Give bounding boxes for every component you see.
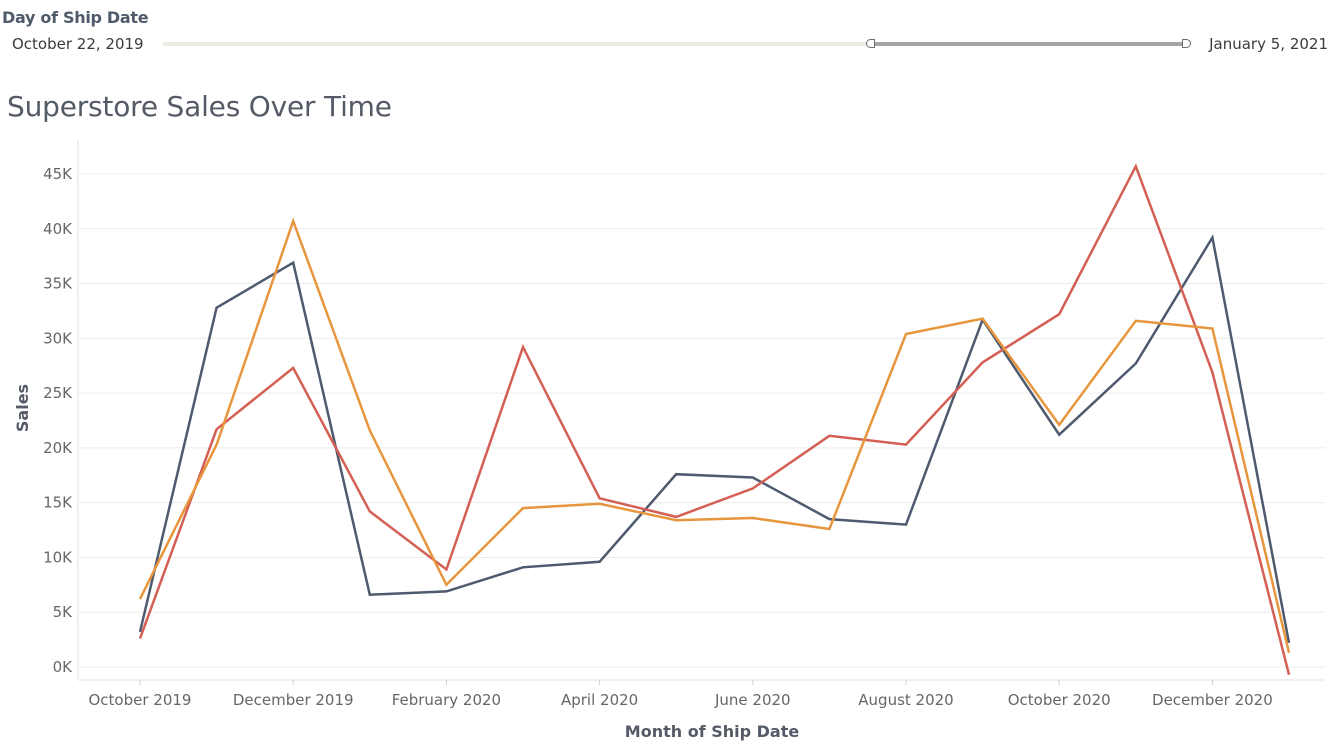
y-tick-label: 30K [43, 329, 73, 347]
x-tick-label: October 2020 [1008, 691, 1111, 709]
x-axis-ticks: October 2019 December 2019 February 2020 Ap… [89, 680, 1273, 709]
series-line-1[interactable] [138, 234, 1291, 644]
x-tick-label: April 2020 [561, 691, 638, 709]
x-tick-label: August 2020 [858, 691, 953, 709]
x-axis-label: Month of Ship Date [625, 722, 800, 741]
slider-handle-end[interactable] [1182, 39, 1191, 48]
y-tick-label: 40K [43, 220, 73, 238]
y-tick-label: 5K [53, 603, 74, 621]
slider-handle-start[interactable] [866, 39, 875, 48]
y-tick-label: 10K [43, 548, 73, 566]
x-tick-label: December 2020 [1152, 691, 1273, 709]
y-tick-label: 0K [53, 658, 74, 676]
date-range-slider-selection[interactable] [870, 42, 1186, 46]
filter-title: Day of Ship Date [2, 8, 149, 27]
y-tick-label: 35K [43, 275, 73, 293]
chart-title: Superstore Sales Over Time [7, 90, 392, 123]
range-start-label: October 22, 2019 [12, 35, 144, 53]
gridlines [77, 140, 1325, 681]
date-range-slider-track[interactable] [163, 42, 1188, 46]
y-axis-ticks: 0K 5K 10K 15K 20K 25K 30K 35K 40K 45K [43, 165, 73, 676]
y-tick-label: 45K [43, 165, 73, 183]
y-axis-label: Sales [13, 384, 32, 432]
range-end-label: January 5, 2021 [1209, 35, 1328, 53]
x-tick-label: June 2020 [714, 691, 791, 709]
y-tick-label: 25K [43, 384, 73, 402]
series-line-3[interactable] [138, 217, 1291, 654]
series-lines [138, 163, 1291, 676]
x-tick-label: October 2019 [89, 691, 192, 709]
x-tick-label: December 2019 [233, 691, 354, 709]
x-tick-label: February 2020 [392, 691, 501, 709]
y-tick-label: 20K [43, 439, 73, 457]
y-tick-label: 15K [43, 494, 73, 512]
series-line-2[interactable] [138, 163, 1291, 676]
